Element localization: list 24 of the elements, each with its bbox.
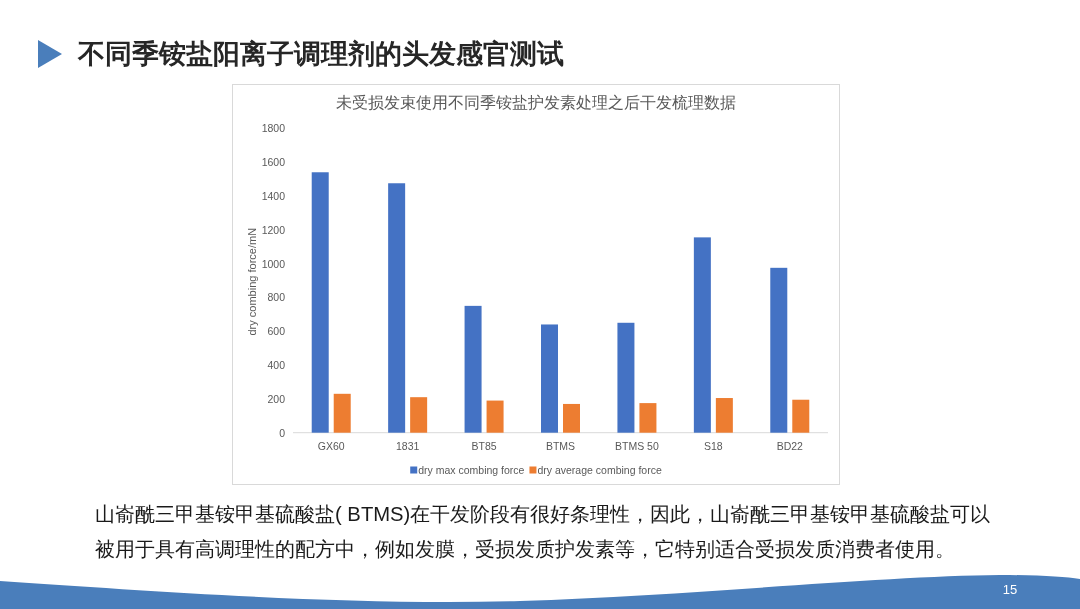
ytick-label: 800	[267, 291, 285, 304]
ytick-label: 0	[279, 426, 285, 439]
ytick-label: 1800	[261, 122, 285, 135]
annotation: 15	[1002, 581, 1018, 597]
legend-label: dry average combing force	[537, 464, 662, 476]
legend-label: dry max combing force	[418, 464, 525, 476]
ytick-label: 1200	[261, 223, 285, 236]
ytick-label: 1600	[261, 156, 285, 169]
xtick-label: GX60	[317, 440, 345, 452]
xtick-label: BD22	[776, 440, 803, 452]
ylabel: dry combing force/mN	[246, 227, 258, 336]
xtick-label: S18	[704, 440, 723, 452]
title: 不同季铵盐阳离子调理剂的头发感官测试	[78, 39, 564, 69]
xtick-label: BTMS	[545, 440, 576, 452]
ytick-label: 400	[267, 359, 285, 372]
xtick-label: BTMS 50	[615, 440, 659, 452]
subtitle: 未受损发束使用不同季铵盐护发素处理之后干发梳理数据	[336, 93, 736, 111]
xtick-label: 1831	[395, 440, 420, 452]
ytick-label: 1000	[261, 257, 285, 270]
ytick-label: 600	[267, 325, 285, 338]
ytick-label: 1400	[261, 189, 285, 202]
xtick-label: BT85	[471, 440, 497, 452]
annotation: 山嵛酰三甲基铵甲基硫酸盐( BTMS)在干发阶段有很好条理性，因此，山嵛酰三甲基铵甲基硫酸盐可以被用于具有高调理性的配方中，例如发膜，受损发质护发素等，它特别适合受损发质消费者使用。	[95, 502, 992, 562]
ytick-label: 200	[267, 392, 285, 405]
